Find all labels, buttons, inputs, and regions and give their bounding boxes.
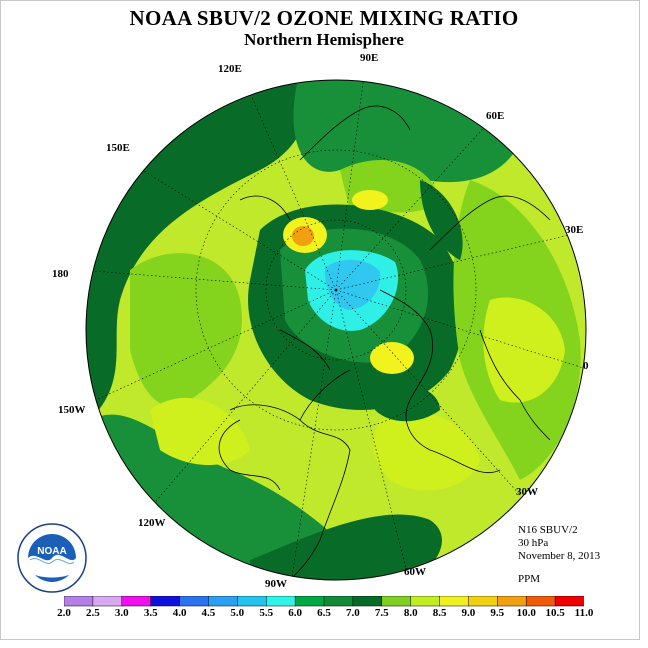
map-boundary	[85, 79, 587, 581]
colorbar-tick-label: 3.5	[143, 607, 158, 619]
colorbar-tick-label: 9.5	[490, 607, 505, 619]
colorbar-swatch	[352, 596, 383, 607]
colorbar-swatch	[64, 596, 94, 607]
colorbar-swatch	[410, 596, 441, 607]
field-green-north	[293, 80, 528, 183]
field-light-west	[130, 253, 242, 407]
colorbar-tick-label: 2.5	[86, 607, 100, 619]
noaa-logo: NOAA	[17, 523, 87, 593]
colorbar-tick-label: 7.0	[346, 607, 360, 619]
lon-label-150e: 150E	[106, 142, 130, 154]
colorbar-tick-label: 4.5	[201, 607, 216, 619]
colorbar-tick-label: 9.0	[461, 607, 476, 619]
field-yellow-north-small	[352, 190, 388, 210]
noaa-logo-text: NOAA	[37, 546, 66, 557]
colorbar-swatch	[121, 596, 152, 607]
graticule	[86, 80, 586, 580]
colorbar-tick-label: 4.0	[172, 607, 187, 619]
lon-label-30e: 30E	[565, 224, 584, 236]
colorbar-swatch	[525, 596, 556, 607]
colorbar-swatch	[554, 596, 584, 607]
lon-label-90e: 90E	[360, 52, 379, 64]
field-yellow-southeast	[373, 412, 480, 491]
colorbar-tick-label: 8.0	[403, 607, 418, 619]
ozone-field	[86, 80, 586, 580]
colorbar-swatch	[294, 596, 325, 607]
colorbar-swatch	[265, 596, 296, 607]
field-dark-east-patch	[375, 380, 440, 422]
lon-label-150w: 150W	[58, 404, 86, 416]
info-level: 30 hPa	[518, 537, 549, 549]
colorbar-tick-label: 8.5	[432, 607, 447, 619]
colorbar-tick-label: 2.0	[57, 607, 71, 619]
colorbar-tick-label: 5.5	[259, 607, 274, 619]
lon-label-60e: 60E	[486, 110, 505, 122]
colorbar-tick-label: 11.0	[574, 607, 594, 619]
figure-frame	[0, 0, 640, 640]
colorbar-tick-label: 10.0	[516, 607, 536, 619]
colorbar-tick-label: 6.0	[288, 607, 302, 619]
field-high-orange-north	[292, 226, 314, 246]
colorbar-swatch	[381, 596, 412, 607]
info-units: PPM	[518, 573, 541, 585]
lon-label-120w: 120W	[138, 517, 166, 529]
colorbar-swatch	[323, 596, 354, 607]
lon-label-30w: 30W	[516, 486, 538, 498]
colorbar-swatch	[439, 596, 469, 607]
field-high-yellow-east	[370, 342, 414, 374]
colorbar-tick-label: 6.5	[317, 607, 331, 619]
field-yellow-southwest	[150, 397, 250, 465]
lon-label-60w: 60W	[404, 566, 426, 578]
lon-label-120e: 120E	[218, 63, 242, 75]
map-subtitle: Northern Hemisphere	[244, 30, 404, 49]
colorbar-swatch	[468, 596, 498, 607]
field-low-blue	[324, 259, 381, 310]
colorbar-tick-label: 3.0	[114, 607, 129, 619]
lon-label-90w: 90W	[265, 578, 287, 590]
colorbar-tick-label: 10.5	[545, 607, 565, 619]
field-yellow-east	[483, 297, 565, 403]
colorbar-swatch	[237, 596, 267, 607]
colorbar-swatch	[150, 596, 181, 607]
lon-label-180: 180	[52, 268, 69, 280]
colorbar-tick-label: 7.5	[374, 607, 389, 619]
colorbar-swatch	[179, 596, 209, 607]
colorbar-swatch	[92, 596, 123, 607]
map-title: NOAA SBUV/2 OZONE MIXING RATIO	[129, 6, 519, 30]
colorbar	[64, 596, 584, 607]
field-dark-northeast	[420, 180, 463, 260]
info-date: November 8, 2013	[518, 550, 601, 562]
colorbar-tick-label: 5.0	[230, 607, 245, 619]
info-instrument: N16 SBUV/2	[518, 524, 578, 536]
colorbar-swatch	[208, 596, 238, 607]
colorbar-swatch	[497, 596, 527, 607]
lon-label-0: 0	[583, 360, 589, 372]
